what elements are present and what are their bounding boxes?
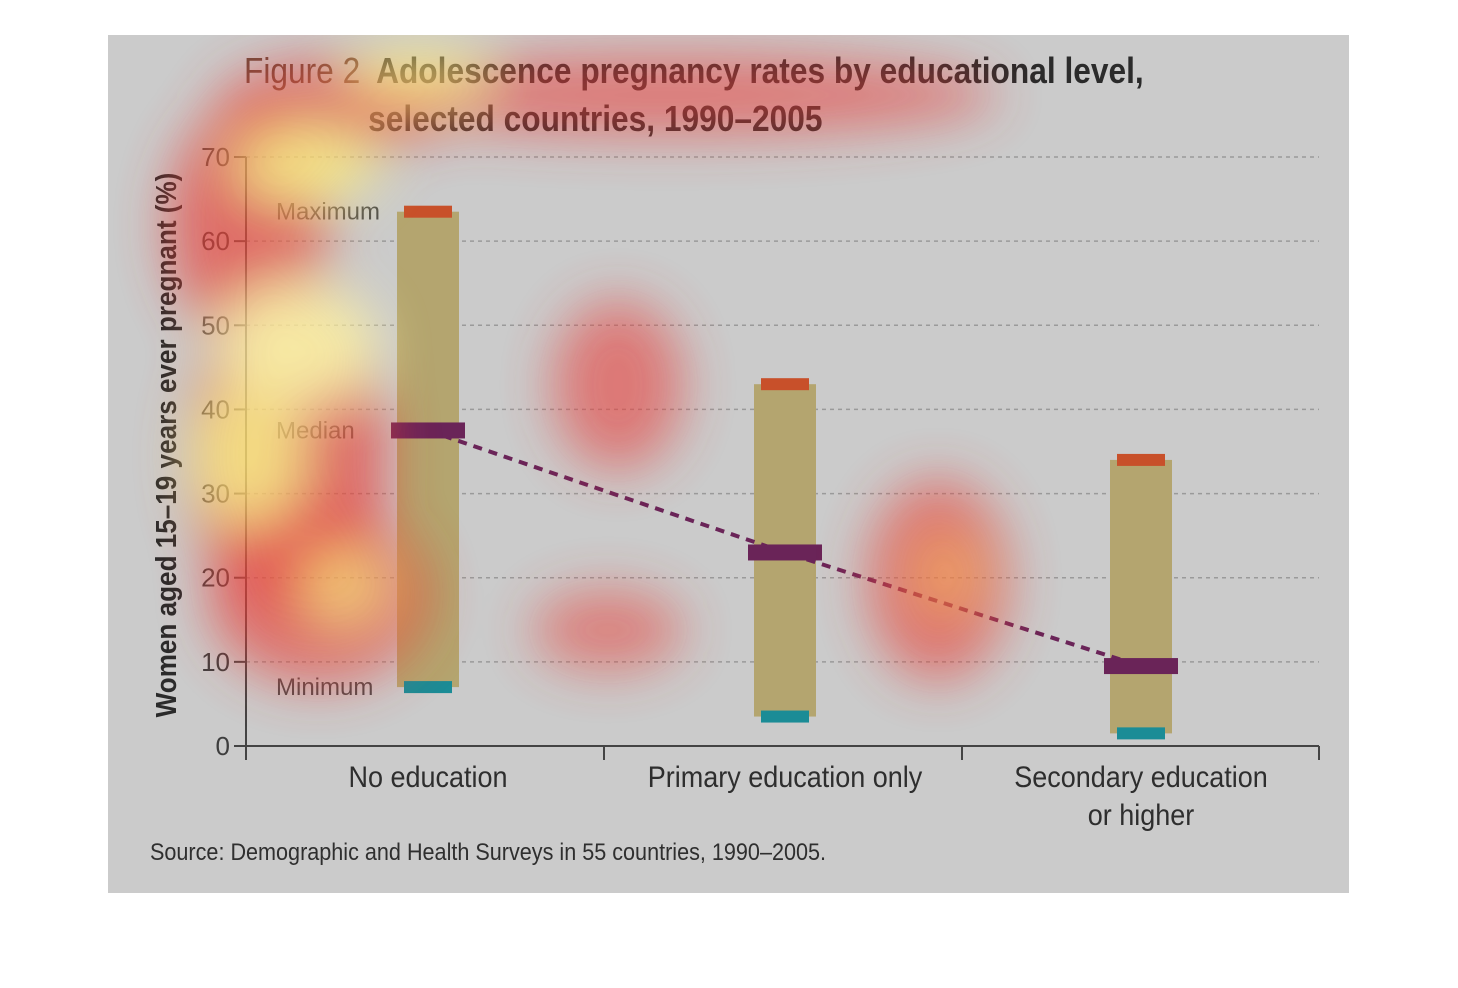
minimum-marker	[1117, 727, 1165, 740]
y-tick-label: 60	[201, 226, 230, 256]
x-category-label: Secondary education	[1014, 761, 1267, 795]
y-tick-label: 40	[201, 394, 230, 424]
range-bar	[1110, 459, 1172, 734]
x-category-label: Primary education only	[648, 761, 923, 795]
chart-figure: Figure 2 Adolescence pregnancy rates by e…	[108, 35, 1349, 893]
median-trend-line	[427, 428, 1142, 668]
y-tick-label: 70	[201, 142, 230, 172]
range-bar	[397, 211, 459, 688]
y-axis-label: Women aged 15–19 years ever pregnant (%)	[150, 173, 183, 718]
y-tick-label: 0	[216, 731, 230, 761]
y-tick-label: 10	[201, 647, 230, 677]
x-category-label: No education	[349, 761, 508, 795]
median-marker	[1104, 658, 1178, 675]
x-category-label: or higher	[1088, 799, 1195, 833]
maximum-marker	[1117, 453, 1165, 466]
y-tick-label: 20	[201, 563, 230, 593]
chart-plot: 0 10 20 30 40 50 60 70 Women aged 15–19 years ev…	[150, 142, 1320, 833]
annotation-median: Median	[276, 417, 355, 444]
median-marker	[748, 544, 822, 561]
maximum-marker	[761, 378, 809, 391]
minimum-marker	[404, 681, 452, 694]
median-marker	[391, 422, 465, 439]
source-note: Source: Demographic and Health Surveys i…	[150, 839, 827, 866]
y-tick-label: 50	[201, 310, 230, 340]
maximum-marker	[404, 205, 452, 218]
minimum-marker	[761, 710, 809, 723]
y-tick-label: 30	[201, 479, 230, 509]
annotation-maximum: Maximum	[276, 199, 380, 226]
annotation-minimum: Minimum	[276, 674, 373, 701]
